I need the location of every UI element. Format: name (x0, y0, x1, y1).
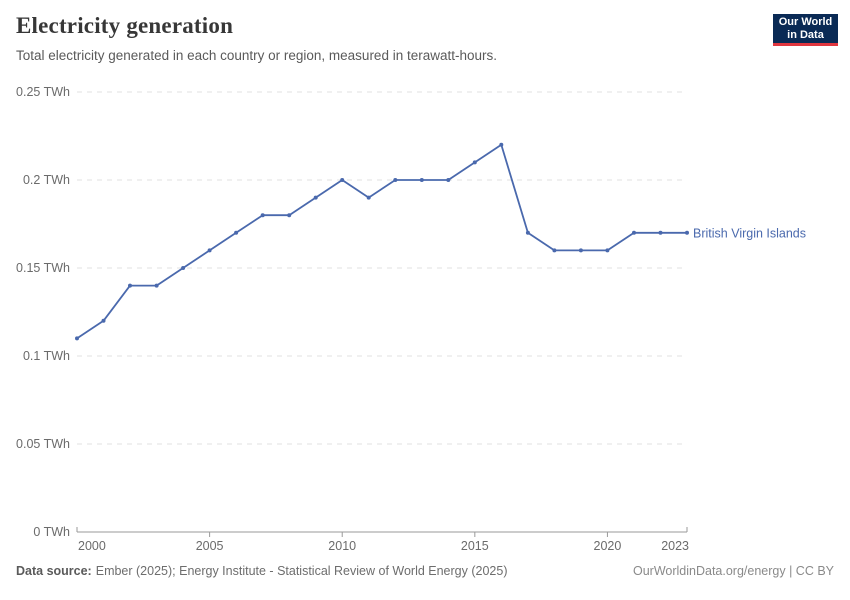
y-tick-label: 0.1 TWh (23, 349, 70, 363)
data-point[interactable] (154, 283, 159, 288)
data-point[interactable] (605, 248, 610, 253)
data-point[interactable] (313, 195, 318, 200)
data-point[interactable] (552, 248, 557, 253)
owid-logo-line2: in Data (787, 28, 824, 41)
data-point[interactable] (287, 213, 292, 218)
data-point[interactable] (419, 178, 424, 182)
data-point[interactable] (472, 160, 477, 165)
data-source-note: Data source: Ember (2025); Energy Institu… (16, 564, 507, 578)
x-tick-label: 2015 (461, 539, 489, 553)
data-point[interactable] (525, 230, 530, 235)
data-point[interactable] (101, 318, 106, 323)
data-point[interactable] (499, 142, 504, 147)
y-tick-label: 0.05 TWh (16, 437, 70, 451)
data-point[interactable] (234, 230, 239, 235)
x-tick-label: 2005 (196, 539, 224, 553)
data-point[interactable] (260, 213, 265, 218)
x-tick-label: 2010 (328, 539, 356, 553)
y-tick-label: 0 TWh (33, 525, 70, 539)
page-subtitle: Total electricity generated in each coun… (16, 47, 497, 63)
series-label[interactable]: British Virgin Islands (693, 226, 806, 240)
page-title: Electricity generation (16, 13, 234, 38)
data-point[interactable] (75, 336, 79, 341)
data-point[interactable] (128, 283, 132, 288)
x-tick-label: 2000 (78, 539, 106, 553)
owid-logo-line1: Our World (778, 15, 833, 28)
data-point[interactable] (340, 178, 345, 182)
owid-logo[interactable]: Our World in Data (773, 14, 838, 46)
y-tick-label: 0.2 TWh (23, 173, 70, 187)
x-tick-label: 2020 (594, 539, 622, 553)
data-source-text: Ember (2025); Energy Institute - Statist… (95, 564, 508, 578)
data-point[interactable] (393, 178, 398, 182)
data-source-label: Data source: (16, 564, 92, 578)
data-point[interactable] (181, 266, 186, 270)
data-point[interactable] (366, 195, 371, 200)
y-tick-label: 0.15 TWh (16, 261, 70, 275)
data-point[interactable] (207, 248, 212, 253)
chart-header: Electricity generation Total electricity… (16, 12, 756, 64)
series-line[interactable] (76, 143, 687, 340)
data-point[interactable] (658, 230, 663, 235)
data-point[interactable] (632, 230, 636, 235)
credit-link[interactable]: OurWorldinData.org/energy | CC BY (632, 564, 834, 578)
x-tick-label: 2023 (661, 539, 689, 553)
data-point[interactable] (578, 248, 583, 253)
data-point[interactable] (685, 230, 689, 235)
y-tick-label: 0.25 TWh (16, 85, 70, 99)
data-point[interactable] (446, 178, 451, 182)
